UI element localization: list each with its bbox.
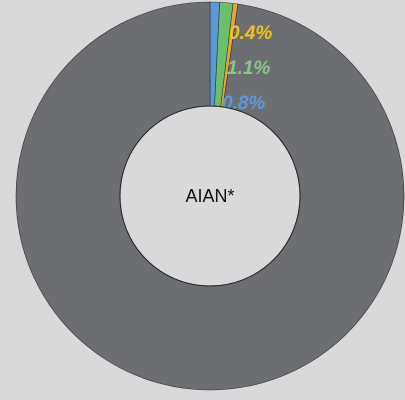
value-label: 1.1%	[227, 58, 270, 79]
center-hole	[119, 105, 301, 287]
value-label: 0.4%	[229, 23, 272, 44]
center-label: AIAN*	[185, 186, 234, 206]
